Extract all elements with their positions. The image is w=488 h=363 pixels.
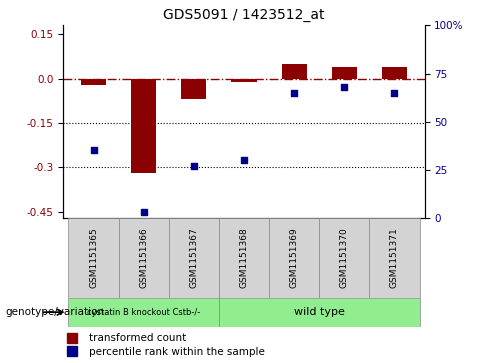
FancyBboxPatch shape xyxy=(68,218,119,298)
FancyBboxPatch shape xyxy=(169,218,219,298)
Point xyxy=(240,157,248,163)
Text: genotype/variation: genotype/variation xyxy=(5,307,104,317)
Text: wild type: wild type xyxy=(294,307,345,317)
Bar xyxy=(81,79,106,85)
Text: GSM1151368: GSM1151368 xyxy=(240,227,248,288)
Text: GSM1151365: GSM1151365 xyxy=(89,227,98,288)
FancyBboxPatch shape xyxy=(68,298,219,327)
Point xyxy=(90,147,98,153)
Bar xyxy=(182,79,206,99)
Text: GSM1151369: GSM1151369 xyxy=(290,227,299,288)
FancyBboxPatch shape xyxy=(219,298,420,327)
Bar xyxy=(67,346,77,356)
Point xyxy=(190,163,198,169)
FancyBboxPatch shape xyxy=(369,218,420,298)
Bar xyxy=(382,67,407,79)
FancyBboxPatch shape xyxy=(319,218,369,298)
Point xyxy=(290,90,298,95)
FancyBboxPatch shape xyxy=(269,218,319,298)
Text: cystatin B knockout Cstb-/-: cystatin B knockout Cstb-/- xyxy=(87,308,200,317)
Bar xyxy=(282,64,306,79)
Text: percentile rank within the sample: percentile rank within the sample xyxy=(89,347,264,356)
Point xyxy=(140,209,147,215)
Point xyxy=(390,90,398,95)
Text: GSM1151367: GSM1151367 xyxy=(189,227,198,288)
Bar xyxy=(67,333,77,343)
Point xyxy=(341,84,348,90)
Text: GSM1151370: GSM1151370 xyxy=(340,227,349,288)
Text: transformed count: transformed count xyxy=(89,334,186,343)
Bar xyxy=(131,79,156,174)
Bar xyxy=(231,79,257,82)
FancyBboxPatch shape xyxy=(119,218,169,298)
Bar xyxy=(332,67,357,79)
Text: GSM1151366: GSM1151366 xyxy=(139,227,148,288)
Text: GSM1151371: GSM1151371 xyxy=(390,227,399,288)
FancyBboxPatch shape xyxy=(219,218,269,298)
Title: GDS5091 / 1423512_at: GDS5091 / 1423512_at xyxy=(163,8,325,22)
